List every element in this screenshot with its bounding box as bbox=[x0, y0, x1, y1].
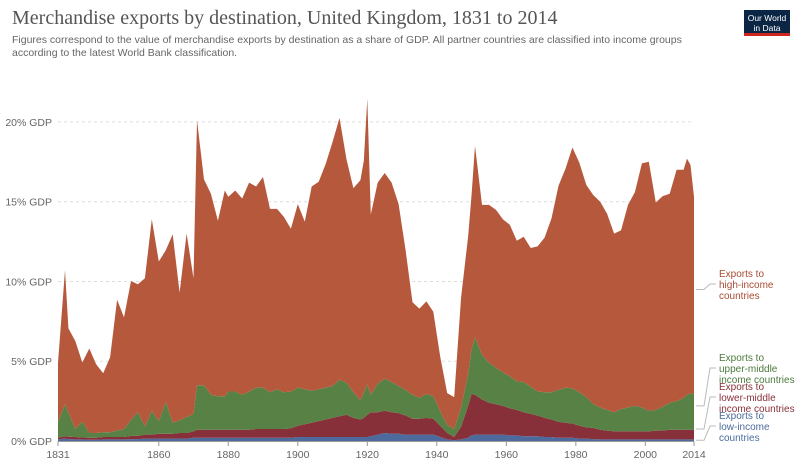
legend-label: Exports to bbox=[719, 382, 764, 393]
chart-subtitle: Figures correspond to the value of merch… bbox=[12, 34, 682, 59]
y-tick-label: 10% GDP bbox=[5, 276, 52, 288]
legend-connector bbox=[696, 367, 716, 407]
area-series-0[interactable] bbox=[58, 433, 694, 441]
x-tick-label: 1980 bbox=[564, 449, 588, 461]
legend-label: Exports to bbox=[719, 353, 764, 364]
y-tick-label: 0% GDP bbox=[11, 436, 52, 448]
y-tick-label: 20% GDP bbox=[5, 117, 52, 129]
legend-label: countries bbox=[719, 291, 760, 302]
x-tick-label: 1900 bbox=[286, 449, 310, 461]
x-tick-label: 2014 bbox=[682, 449, 706, 461]
area-series[interactable] bbox=[58, 98, 694, 441]
area-series-1[interactable] bbox=[58, 393, 694, 441]
legend-label: low-income bbox=[719, 422, 770, 433]
legend-label: upper-middle bbox=[719, 364, 778, 375]
chart-title: Merchandise exports by destination, Unit… bbox=[12, 7, 558, 29]
x-tick-label: 1880 bbox=[217, 449, 241, 461]
legend-connector bbox=[696, 283, 716, 290]
legend-label: income countries bbox=[719, 404, 795, 415]
x-tick-label: 1831 bbox=[46, 449, 70, 461]
legend-label: lower-middle bbox=[719, 393, 776, 404]
x-tick-label: 1920 bbox=[356, 449, 380, 461]
area-series-2[interactable] bbox=[58, 337, 694, 438]
legend-connector bbox=[696, 425, 716, 441]
legend-label: income countries bbox=[719, 375, 795, 386]
legend-connector bbox=[696, 396, 716, 430]
legend-label: high-income bbox=[719, 280, 774, 291]
x-tick-label: 1860 bbox=[147, 449, 171, 461]
area-series-3[interactable] bbox=[58, 98, 694, 434]
y-tick-label: 5% GDP bbox=[11, 356, 52, 368]
legend-label: countries bbox=[719, 433, 760, 444]
legend-label: Exports to bbox=[719, 411, 764, 422]
x-tick-label: 1960 bbox=[495, 449, 519, 461]
owid-logo[interactable]: Our World in Data bbox=[744, 10, 790, 36]
legend-label: Exports to bbox=[719, 269, 764, 280]
x-tick-label: 1940 bbox=[425, 449, 449, 461]
logo-line-2: in Data bbox=[753, 23, 781, 33]
axes: 0% GDP 5% GDP 10% GDP 15% GDP 20% GDP 1831 186… bbox=[5, 117, 706, 461]
logo-line-1: Our World bbox=[747, 13, 787, 23]
x-tick-label: 2000 bbox=[634, 449, 658, 461]
y-tick-label: 15% GDP bbox=[5, 197, 52, 209]
